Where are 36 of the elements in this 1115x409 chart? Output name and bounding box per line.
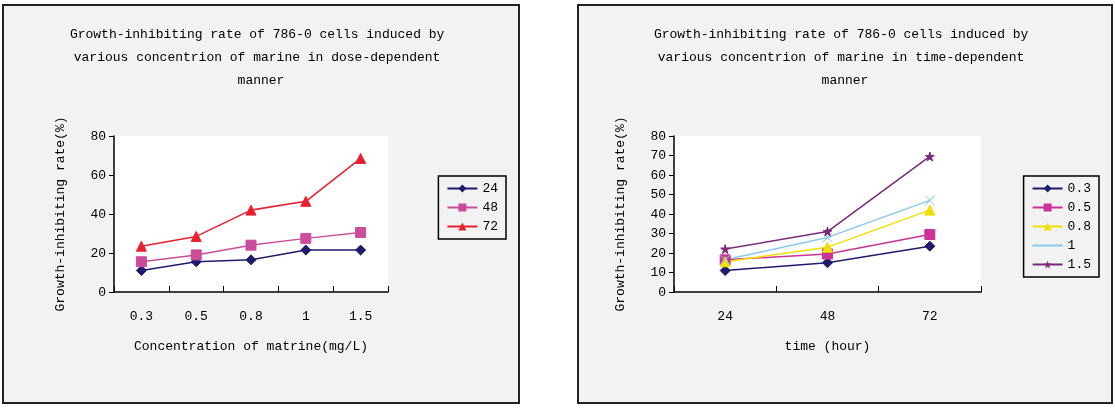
y-tick-label: 10 xyxy=(650,265,666,280)
y-tick-label: 0 xyxy=(98,284,106,300)
x-tick-label: 72 xyxy=(922,309,938,324)
y-axis-title: Growth-inhibiting rate(%) xyxy=(53,116,68,312)
y-tick-label: 50 xyxy=(650,187,666,202)
legend-label: 24 xyxy=(482,181,499,196)
x-tick-label: 0.3 xyxy=(129,309,154,324)
legend-label: 1.5 xyxy=(1067,257,1091,272)
x-tick-label: 24 xyxy=(717,309,734,324)
legend-label: 0.5 xyxy=(1067,200,1091,215)
x-tick-label: 48 xyxy=(819,309,836,324)
legend-label: 1 xyxy=(1067,238,1076,253)
y-tick-label: 60 xyxy=(650,167,666,183)
y-tick-label: 40 xyxy=(90,206,106,222)
y-tick-label: 70 xyxy=(650,148,666,163)
legend-label: 48 xyxy=(482,200,499,215)
x-tick-label: 0.5 xyxy=(184,309,208,324)
x-axis-title: Concentration of matrine(mg/L) xyxy=(133,339,369,354)
y-tick-label: 0 xyxy=(658,284,666,300)
chart-title: Growth-inhibiting rate of 786-0 cells induced by various concentrion of marine in time-dependent manner xyxy=(653,27,1037,88)
y-axis-title: Growth-inhibiting rate(%) xyxy=(613,116,628,312)
y-tick-label: 20 xyxy=(90,245,106,261)
y-tick-label: 80 xyxy=(90,128,106,144)
chart-title: Growth-inhibiting rate of 786-0 cells induced by various concentrion of marine in dose-dependent manner xyxy=(69,27,453,88)
legend-label: 0.3 xyxy=(1067,181,1091,196)
y-tick-label: 40 xyxy=(650,206,666,222)
y-tick-label: 80 xyxy=(650,128,666,144)
x-axis-title: time (hour) xyxy=(784,339,871,354)
x-tick-label: 0.8 xyxy=(239,309,263,324)
x-tick-label: 1 xyxy=(301,309,310,324)
legend-label: 72 xyxy=(482,219,499,234)
legend-label: 0.8 xyxy=(1067,219,1091,234)
y-tick-label: 60 xyxy=(90,167,106,183)
y-tick-label: 20 xyxy=(650,245,666,261)
x-tick-label: 1.5 xyxy=(348,309,373,324)
y-tick-label: 30 xyxy=(650,226,666,241)
